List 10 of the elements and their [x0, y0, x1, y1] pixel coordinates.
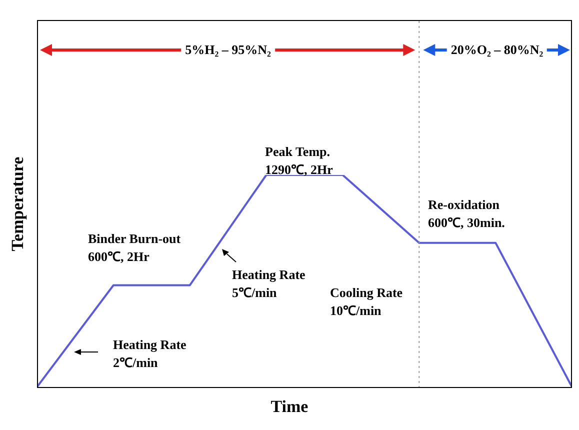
y-axis-title: Temperature	[8, 156, 28, 252]
annotation: Binder Burn-out 600℃, 2Hr	[88, 230, 181, 266]
x-axis-title: Time	[270, 397, 310, 417]
text: 20%O₂ – 80%N₂	[450, 41, 544, 59]
annotation: Peak Temp. 1290℃, 2Hr	[265, 143, 333, 179]
text: 5%H₂ – 95%N₂	[185, 41, 271, 59]
annotation: Heating Rate 2℃/min	[113, 336, 186, 372]
annotation: Heating Rate 5℃/min	[232, 266, 306, 302]
annotation: Cooling Rate 10℃/min	[330, 284, 403, 320]
annotation: Re-oxidation 600℃, 30min.	[428, 196, 505, 232]
